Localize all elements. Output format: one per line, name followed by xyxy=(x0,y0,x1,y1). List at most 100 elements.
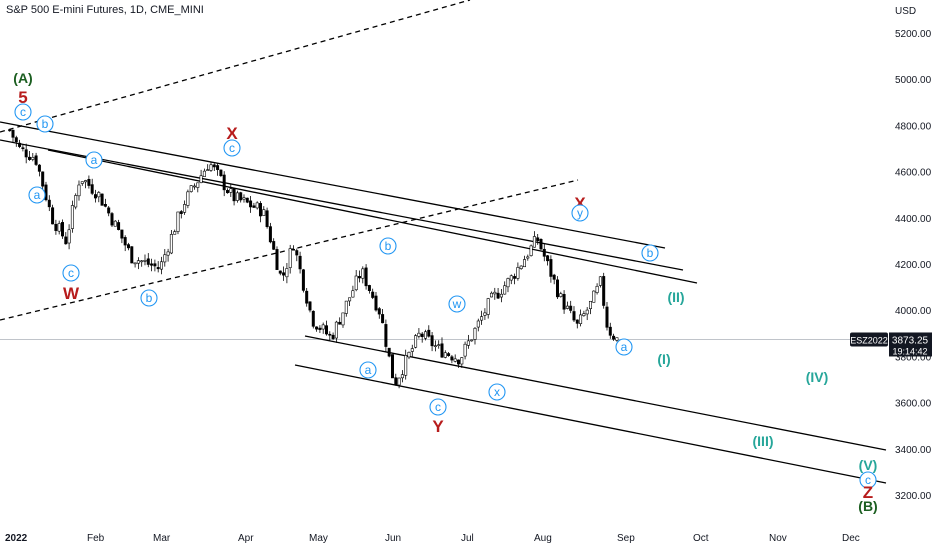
candle[interactable] xyxy=(93,189,97,203)
candle[interactable] xyxy=(516,262,520,281)
channel-line[interactable] xyxy=(294,364,887,484)
candle[interactable] xyxy=(529,244,533,257)
candle[interactable] xyxy=(14,135,18,147)
candle[interactable] xyxy=(588,300,592,315)
candle[interactable] xyxy=(387,347,391,358)
candle[interactable] xyxy=(308,301,312,313)
candle[interactable] xyxy=(54,219,58,235)
candle[interactable] xyxy=(84,179,88,189)
candle[interactable] xyxy=(559,291,563,298)
candle[interactable] xyxy=(31,152,35,162)
candle[interactable] xyxy=(407,351,411,360)
channel-line[interactable] xyxy=(0,121,666,249)
candle[interactable] xyxy=(166,248,170,262)
candle[interactable] xyxy=(272,238,276,250)
candle[interactable] xyxy=(18,139,22,149)
candle[interactable] xyxy=(245,197,249,204)
candle[interactable] xyxy=(414,334,418,349)
candle[interactable] xyxy=(549,255,553,283)
candle[interactable] xyxy=(80,181,84,186)
candle[interactable] xyxy=(315,326,319,332)
candle[interactable] xyxy=(351,285,355,298)
trend-lines[interactable] xyxy=(0,0,887,484)
candle[interactable] xyxy=(565,301,569,310)
candle[interactable] xyxy=(539,238,543,251)
candle[interactable] xyxy=(189,185,193,193)
candle[interactable] xyxy=(522,255,526,268)
candle[interactable] xyxy=(123,235,127,252)
candle[interactable] xyxy=(447,351,451,357)
candle[interactable] xyxy=(74,193,78,210)
candle[interactable] xyxy=(486,297,490,319)
candle[interactable] xyxy=(275,246,279,270)
candle[interactable] xyxy=(575,319,579,329)
candle[interactable] xyxy=(496,287,500,300)
candle[interactable] xyxy=(77,180,81,201)
candle[interactable] xyxy=(420,331,424,343)
candle[interactable] xyxy=(612,333,616,341)
time-axis[interactable]: 2022 Feb Mar Apr May Jun Jul Aug Sep Oct Nov Dec xyxy=(5,533,860,544)
candle[interactable] xyxy=(265,207,269,229)
candle[interactable] xyxy=(311,310,315,329)
candle[interactable] xyxy=(37,164,41,177)
candle[interactable] xyxy=(440,337,444,358)
candle[interactable] xyxy=(430,331,434,352)
candle[interactable] xyxy=(595,283,599,295)
candle[interactable] xyxy=(532,231,536,248)
candle[interactable] xyxy=(51,204,55,225)
candles[interactable] xyxy=(8,129,619,389)
candle[interactable] xyxy=(70,200,74,233)
candle[interactable] xyxy=(324,320,328,336)
candle[interactable] xyxy=(176,211,180,235)
candle[interactable] xyxy=(11,129,15,143)
candle[interactable] xyxy=(278,270,282,276)
candle[interactable] xyxy=(509,274,513,285)
candle[interactable] xyxy=(331,332,335,341)
candle[interactable] xyxy=(519,265,523,270)
candle[interactable] xyxy=(417,328,421,339)
candle[interactable] xyxy=(34,152,38,167)
candle[interactable] xyxy=(394,373,398,386)
candle[interactable] xyxy=(503,281,507,295)
candle[interactable] xyxy=(8,129,12,132)
candle[interactable] xyxy=(143,254,147,266)
candle[interactable] xyxy=(173,229,177,235)
candle[interactable] xyxy=(427,325,431,338)
candle[interactable] xyxy=(60,219,64,239)
candle[interactable] xyxy=(476,318,480,332)
candle[interactable] xyxy=(87,175,91,189)
candle[interactable] xyxy=(473,327,477,345)
candle[interactable] xyxy=(291,245,295,251)
candle[interactable] xyxy=(328,331,332,341)
candle[interactable] xyxy=(103,198,107,208)
candle[interactable] xyxy=(120,229,124,244)
candle[interactable] xyxy=(364,264,368,290)
candle[interactable] xyxy=(163,249,167,267)
candle[interactable] xyxy=(242,194,246,203)
candle[interactable] xyxy=(150,258,154,272)
candle[interactable] xyxy=(186,189,190,209)
candle[interactable] xyxy=(480,310,484,325)
candle[interactable] xyxy=(146,253,150,268)
candle[interactable] xyxy=(562,290,566,314)
candle[interactable] xyxy=(113,220,117,227)
candle[interactable] xyxy=(57,220,61,235)
price-axis[interactable]: USD 5200.00 5000.00 4800.00 4600.00 4400.00 42… xyxy=(895,6,932,502)
candle[interactable] xyxy=(390,354,394,379)
candle[interactable] xyxy=(159,256,163,275)
candle[interactable] xyxy=(334,320,338,343)
candle[interactable] xyxy=(605,301,609,331)
candle[interactable] xyxy=(140,260,144,267)
candle[interactable] xyxy=(423,329,427,341)
candle[interactable] xyxy=(450,354,454,364)
candle[interactable] xyxy=(513,273,517,285)
channel-line[interactable] xyxy=(0,139,684,271)
candle[interactable] xyxy=(295,248,299,262)
candle[interactable] xyxy=(239,191,243,203)
candle[interactable] xyxy=(255,201,259,210)
dashed-channel-line[interactable] xyxy=(0,0,471,133)
candle[interactable] xyxy=(371,288,375,300)
candle[interactable] xyxy=(489,291,493,298)
candle[interactable] xyxy=(338,317,342,325)
candle[interactable] xyxy=(499,288,503,303)
